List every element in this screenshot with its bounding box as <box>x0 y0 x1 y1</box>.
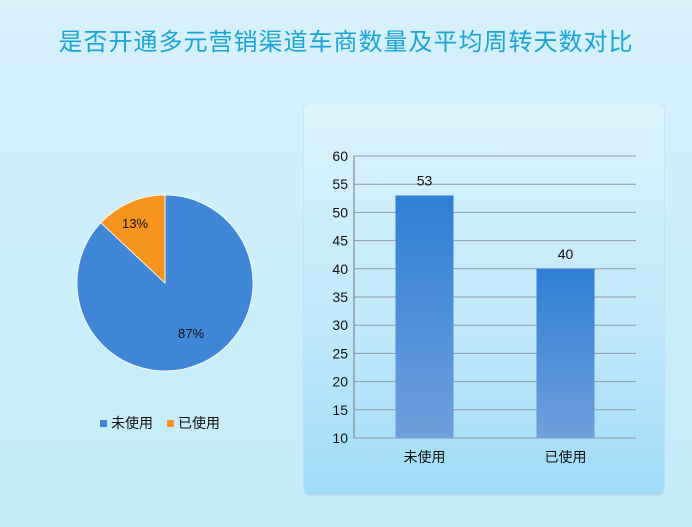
x-tick-label: 未使用 <box>404 449 446 465</box>
legend-swatch-used <box>167 419 174 427</box>
pie-chart: 87% 13% <box>70 188 260 378</box>
chart-title: 是否开通多元营销渠道车商数量及平均周转天数对比 <box>58 28 634 56</box>
legend-swatch-unused <box>100 419 107 427</box>
y-tick-label: 10 <box>332 430 348 446</box>
y-tick-label: 60 <box>332 148 348 164</box>
y-tick-label: 50 <box>332 204 348 220</box>
y-tick-label: 40 <box>332 261 348 277</box>
y-tick-label: 15 <box>332 402 348 418</box>
pie-label-used: 13% <box>122 216 149 231</box>
x-tick-label: 已使用 <box>545 449 587 465</box>
pie-legend: 未使用 已使用 <box>100 413 220 433</box>
bar-1 <box>536 268 595 438</box>
pie-slice-used <box>100 194 166 284</box>
bar-0 <box>395 195 454 438</box>
pie-svg <box>76 194 254 372</box>
y-tick-label: 35 <box>332 289 348 305</box>
y-tick-label: 55 <box>332 176 348 192</box>
y-tick-label: 45 <box>332 233 348 249</box>
bar-data-label: 53 <box>417 172 433 188</box>
bar-data-label: 40 <box>558 246 574 262</box>
y-tick-label: 25 <box>332 345 348 361</box>
legend-item-used: 已使用 <box>167 413 220 433</box>
legend-item-unused: 未使用 <box>100 413 153 433</box>
bar-chart-panel: 10 15 20 25 30 35 40 45 50 55 60 53 未使用 40 已使用 <box>304 104 664 494</box>
pie-label-unused: 87% <box>178 326 205 341</box>
bar-chart: 10 15 20 25 30 35 40 45 50 55 60 53 未使用 40 已使用 <box>332 148 636 465</box>
y-tick-label: 20 <box>332 374 348 390</box>
legend-label-unused: 未使用 <box>111 416 153 432</box>
legend-label-used: 已使用 <box>178 416 220 432</box>
y-tick-label: 30 <box>332 317 348 333</box>
